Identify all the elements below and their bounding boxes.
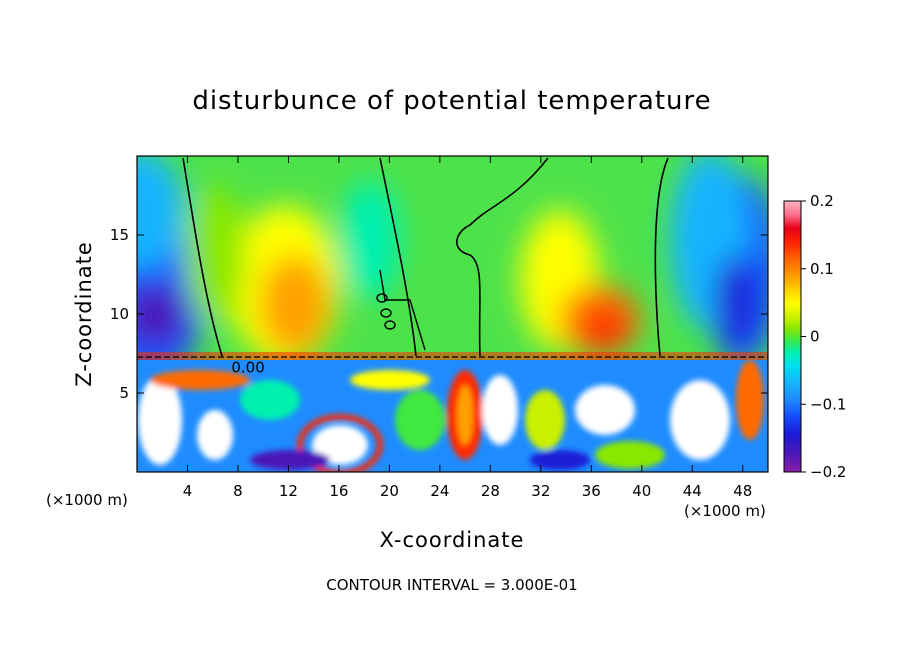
x-tick-label: 36: [582, 482, 601, 500]
contour-interval-note: CONTOUR INTERVAL = 3.000E-01: [326, 576, 578, 594]
x-tick-label: 44: [683, 482, 702, 500]
field-image: [137, 156, 768, 472]
x-tick-label: 32: [531, 482, 550, 500]
x-tick-label: 48: [733, 482, 752, 500]
contour-labels: 0.00: [231, 358, 264, 376]
x-axis-ticks: 4 8 12 16 20 24 28 32 36 40 44 48: [183, 156, 752, 500]
x-axis-label: X-coordinate: [379, 528, 525, 552]
y-tick-label: 15: [110, 226, 129, 244]
y-axis-ticks: 5 10 15: [110, 226, 768, 402]
x-tick-label: 28: [481, 482, 500, 500]
colorbar-tick-label: 0: [810, 328, 820, 346]
colorbar-tick-label: 0.1: [810, 260, 834, 278]
colorbar-tick-label: −0.2: [810, 463, 846, 481]
x-tick-label: 12: [279, 482, 298, 500]
x-tick-label: 24: [430, 482, 449, 500]
contour-label: 0.00: [231, 358, 264, 376]
z-scale-note: (×1000 m): [46, 491, 128, 509]
colorbar: [783, 200, 802, 473]
x-tick-label: 20: [380, 482, 399, 500]
x-tick-label: 16: [329, 482, 348, 500]
y-tick-label: 5: [119, 384, 129, 402]
y-tick-label: 10: [110, 305, 129, 323]
x-tick-label: 8: [233, 482, 243, 500]
x-tick-label: 4: [183, 482, 193, 500]
x-tick-label: 40: [632, 482, 651, 500]
x-scale-note: (×1000 m): [684, 502, 766, 520]
colorbar-tick-label: 0.2: [810, 192, 834, 210]
colorbar-ticks: 0.2 0.1 0 −0.1 −0.2: [801, 192, 846, 481]
chart-title: disturbunce of potential temperature: [192, 86, 712, 116]
colorbar-tick-label: −0.1: [810, 395, 846, 413]
